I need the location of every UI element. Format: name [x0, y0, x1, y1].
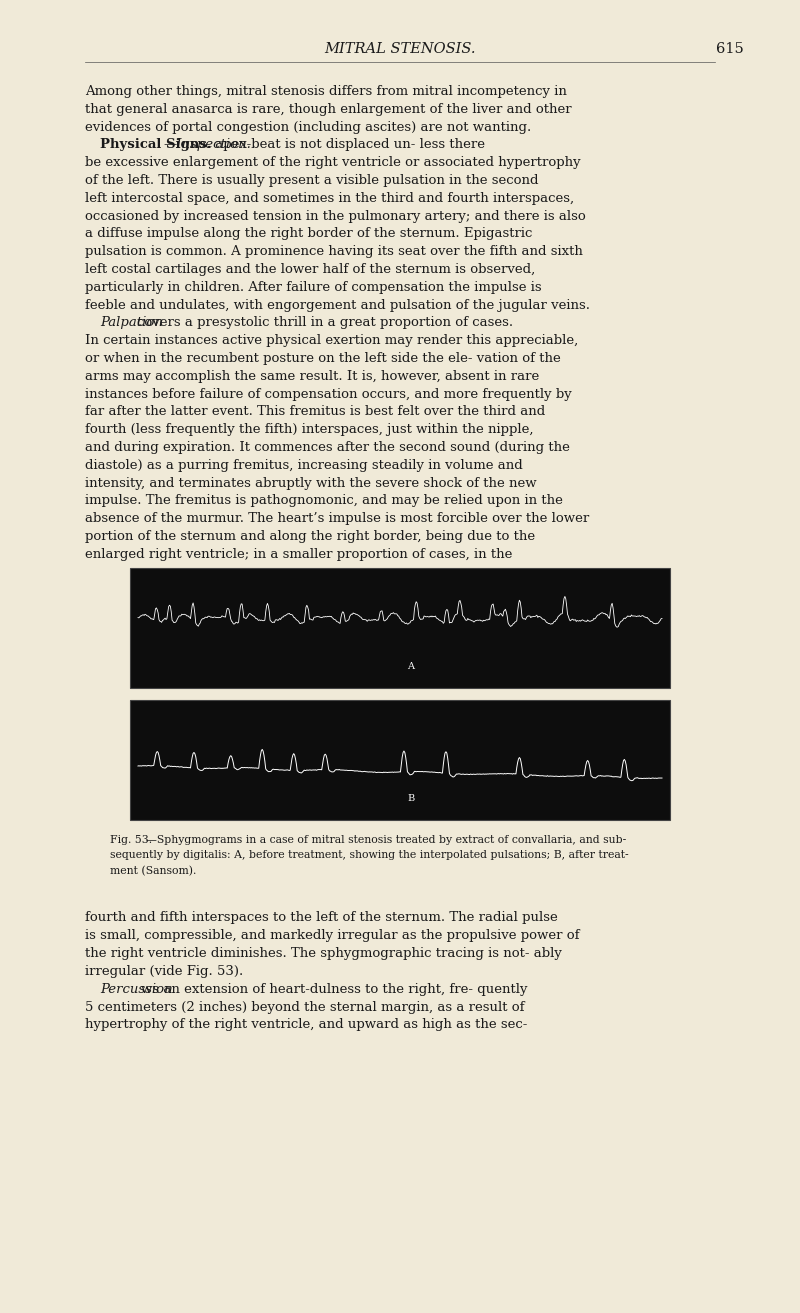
Bar — [130, 569, 670, 688]
Text: hypertrophy of the right ventricle, and upward as high as the sec-: hypertrophy of the right ventricle, and … — [85, 1019, 527, 1031]
Text: In certain instances active physical exertion may render this appreciable,: In certain instances active physical exe… — [85, 335, 578, 347]
Text: —Inspection.: —Inspection. — [164, 138, 251, 151]
Text: intensity, and terminates abruptly with the severe shock of the new: intensity, and terminates abruptly with … — [85, 477, 537, 490]
Text: occasioned by increased tension in the pulmonary artery; and there is also: occasioned by increased tension in the p… — [85, 210, 586, 223]
Text: covers a presystolic thrill in a great proportion of cases.: covers a presystolic thrill in a great p… — [137, 316, 513, 330]
Text: that general anasarca is rare, though enlargement of the liver and other: that general anasarca is rare, though en… — [85, 102, 572, 116]
Text: instances before failure of compensation occurs, and more frequently by: instances before failure of compensation… — [85, 387, 572, 400]
Text: A: A — [407, 662, 414, 671]
Bar — [130, 700, 670, 821]
Text: impulse. The fremitus is pathognomonic, and may be relied upon in the: impulse. The fremitus is pathognomonic, … — [85, 495, 563, 507]
Text: particularly in children. After failure of compensation the impulse is: particularly in children. After failure … — [85, 281, 542, 294]
Text: ment (Sansom).: ment (Sansom). — [110, 867, 196, 876]
Text: Fig. 53.: Fig. 53. — [110, 835, 152, 846]
Text: Among other things, mitral stenosis differs from mitral incompetency in: Among other things, mitral stenosis diff… — [85, 85, 567, 98]
Text: portion of the sternum and along the right border, being due to the: portion of the sternum and along the rig… — [85, 530, 535, 544]
Text: feeble and undulates, with engorgement and pulsation of the jugular veins.: feeble and undulates, with engorgement a… — [85, 298, 590, 311]
Text: apex-beat is not displaced un- less there: apex-beat is not displaced un- less ther… — [211, 138, 486, 151]
Text: B: B — [407, 794, 414, 804]
Text: sequently by digitalis: A, before treatment, showing the interpolated pulsations: sequently by digitalis: A, before treatm… — [110, 851, 629, 860]
Text: irregular (vide Fig. 53).: irregular (vide Fig. 53). — [85, 965, 243, 978]
Text: pulsation is common. A prominence having its seat over the fifth and sixth: pulsation is common. A prominence having… — [85, 246, 583, 259]
Text: 5 centimeters (2 inches) beyond the sternal margin, as a result of: 5 centimeters (2 inches) beyond the ster… — [85, 1001, 525, 1014]
Text: —Sphygmograms in a case of mitral stenosis treated by extract of convallaria, an: —Sphygmograms in a case of mitral stenos… — [146, 835, 626, 846]
Text: be excessive enlargement of the right ventricle or associated hypertrophy: be excessive enlargement of the right ve… — [85, 156, 581, 169]
Text: evidences of portal congestion (including ascites) are not wanting.: evidences of portal congestion (includin… — [85, 121, 531, 134]
Text: ws an extension of heart-dulness to the right, fre- quently: ws an extension of heart-dulness to the … — [141, 982, 527, 995]
Text: fourth (less frequently the fifth) interspaces, just within the nipple,: fourth (less frequently the fifth) inter… — [85, 423, 534, 436]
Text: absence of the murmur. The heart’s impulse is most forcible over the lower: absence of the murmur. The heart’s impul… — [85, 512, 590, 525]
Text: is small, compressible, and markedly irregular as the propulsive power of: is small, compressible, and markedly irr… — [85, 930, 579, 943]
Text: Percussion: Percussion — [100, 982, 173, 995]
Text: far after the latter event. This fremitus is best felt over the third and: far after the latter event. This fremitu… — [85, 406, 546, 419]
Text: Palpation: Palpation — [100, 316, 163, 330]
Text: fourth and fifth interspaces to the left of the sternum. The radial pulse: fourth and fifth interspaces to the left… — [85, 911, 558, 924]
Text: diastole) as a purring fremitus, increasing steadily in volume and: diastole) as a purring fremitus, increas… — [85, 458, 522, 471]
Text: Physical Signs.: Physical Signs. — [100, 138, 211, 151]
Text: enlarged right ventricle; in a smaller proportion of cases, in the: enlarged right ventricle; in a smaller p… — [85, 548, 512, 561]
Text: and during expiration. It commences after the second sound (during the: and during expiration. It commences afte… — [85, 441, 570, 454]
Text: MITRAL STENOSIS.: MITRAL STENOSIS. — [324, 42, 476, 56]
Text: left costal cartilages and the lower half of the sternum is observed,: left costal cartilages and the lower hal… — [85, 263, 535, 276]
Text: a diffuse impulse along the right border of the sternum. Epigastric: a diffuse impulse along the right border… — [85, 227, 532, 240]
Text: or when in the recumbent posture on the left side the ele- vation of the: or when in the recumbent posture on the … — [85, 352, 561, 365]
Text: arms may accomplish the same result. It is, however, absent in rare: arms may accomplish the same result. It … — [85, 370, 539, 383]
Text: of the left. There is usually present a visible pulsation in the second: of the left. There is usually present a … — [85, 175, 538, 186]
Text: the right ventricle diminishes. The sphygmographic tracing is not- ably: the right ventricle diminishes. The sphy… — [85, 947, 562, 960]
Text: 615: 615 — [716, 42, 744, 56]
Text: left intercostal space, and sometimes in the third and fourth interspaces,: left intercostal space, and sometimes in… — [85, 192, 574, 205]
